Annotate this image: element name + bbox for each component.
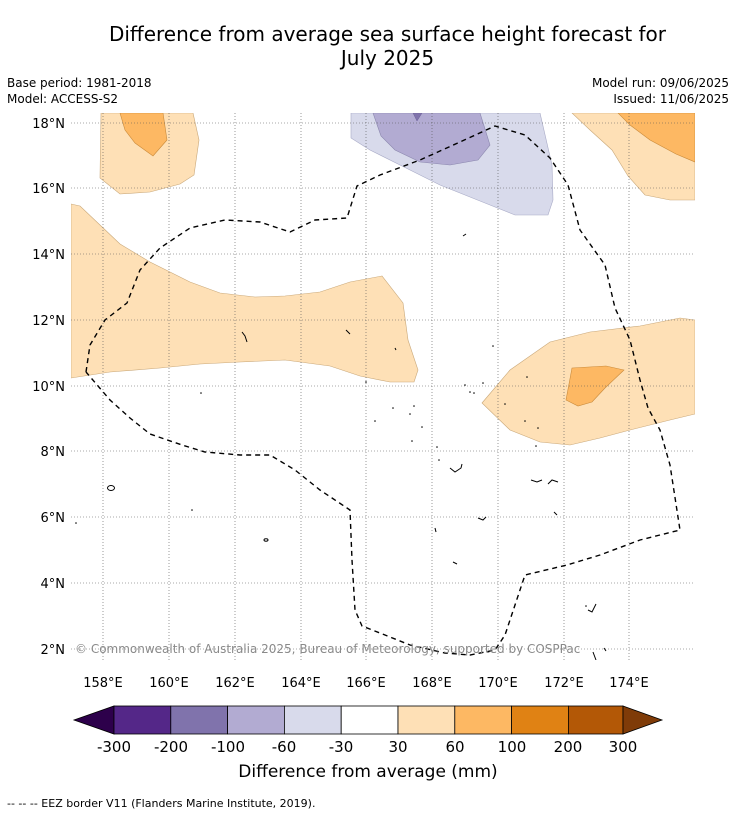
longitude-labels: 158°E 160°E 162°E 164°E 166°E 168°E 170°…: [83, 676, 649, 691]
colorbar-swatch: [283, 705, 342, 735]
colorbar-tick: -60: [272, 738, 297, 756]
base-period: Base period: 1981-2018: [7, 76, 152, 90]
lat-label: 10°N: [32, 380, 65, 395]
colorbar-swatch: [511, 705, 569, 735]
lat-label: 12°N: [32, 314, 65, 329]
anomaly-region-60-100: [119, 113, 168, 157]
copyright-notice: © Commonwealth of Australia 2025, Bureau…: [75, 642, 580, 656]
title-line-1: Difference from average sea surface heig…: [108, 22, 667, 46]
lat-label: 2°N: [41, 643, 66, 658]
gridlines: [71, 113, 695, 660]
colorbar-swatch: [397, 705, 456, 735]
meta-left: Base period: 1981-2018 Model: ACCESS-S2: [7, 75, 152, 107]
colorbar-swatch: [113, 705, 172, 735]
islands: [107, 233, 607, 660]
lat-label: 8°N: [41, 445, 66, 460]
model-name: Model: ACCESS-S2: [7, 92, 119, 106]
model-run: Model run: 09/06/2025: [591, 76, 729, 90]
colorbar-tick: -200: [154, 738, 188, 756]
colorbar-swatch: [227, 705, 285, 735]
colorbar-extend-high: [622, 705, 664, 735]
colorbar-tick: 200: [554, 738, 583, 756]
lat-label: 16°N: [32, 182, 65, 197]
eez-legend: -- -- -- EEZ border V11 (Flanders Marine…: [7, 797, 316, 810]
colorbar-swatch: [568, 705, 624, 735]
island-dots: [75, 345, 587, 607]
lon-label: 158°E: [83, 676, 123, 691]
anomaly-region-60-100: [565, 365, 625, 407]
latitude-labels: 18°N 16°N 14°N 12°N 10°N 8°N 6°N 4°N 2°N: [32, 117, 65, 658]
lon-label: 174°E: [609, 676, 649, 691]
lon-label: 170°E: [478, 676, 518, 691]
lat-label: 6°N: [41, 511, 66, 526]
map-title: Difference from average sea surface heig…: [60, 22, 715, 70]
colorbar-tick: 300: [609, 738, 638, 756]
anomaly-region-60-100: [617, 113, 695, 163]
colorbar: [72, 705, 664, 735]
lat-label: 4°N: [41, 577, 66, 592]
anomaly-region-m200-m100: [412, 113, 423, 122]
colorbar-swatch: [340, 705, 399, 735]
colorbar-swatch: [454, 705, 512, 735]
lon-label: 164°E: [281, 676, 321, 691]
lon-label: 160°E: [149, 676, 189, 691]
lon-label: 168°E: [412, 676, 452, 691]
colorbar-label: Difference from average (mm): [238, 762, 498, 782]
colorbar-tick: 100: [498, 738, 527, 756]
colorbar-tick: 60: [445, 738, 464, 756]
eez-border: [85, 125, 681, 656]
anomaly-region-30-60: [71, 203, 419, 383]
anomaly-region-m100-m60: [372, 113, 491, 166]
colorbar-tick: -300: [97, 738, 131, 756]
lat-label: 18°N: [32, 117, 65, 132]
lon-label: 166°E: [346, 676, 386, 691]
colorbar-tick: -30: [329, 738, 354, 756]
lon-label: 162°E: [215, 676, 255, 691]
issued-date: Issued: 11/06/2025: [613, 92, 729, 106]
map-area: © Commonwealth of Australia 2025, Bureau…: [71, 113, 695, 660]
colorbar-tick: -100: [211, 738, 245, 756]
colorbar-extend-low: [72, 705, 115, 735]
colorbar-swatch: [170, 705, 229, 735]
colorbar-ticks: -300 -200 -100 -60 -30 30 60 100 200 300: [97, 738, 637, 756]
lat-label: 14°N: [32, 248, 65, 263]
colorbar-tick: 30: [388, 738, 407, 756]
title-line-2: July 2025: [340, 46, 435, 70]
lon-label: 172°E: [544, 676, 584, 691]
meta-right: Model run: 09/06/2025 Issued: 11/06/2025: [592, 75, 729, 107]
